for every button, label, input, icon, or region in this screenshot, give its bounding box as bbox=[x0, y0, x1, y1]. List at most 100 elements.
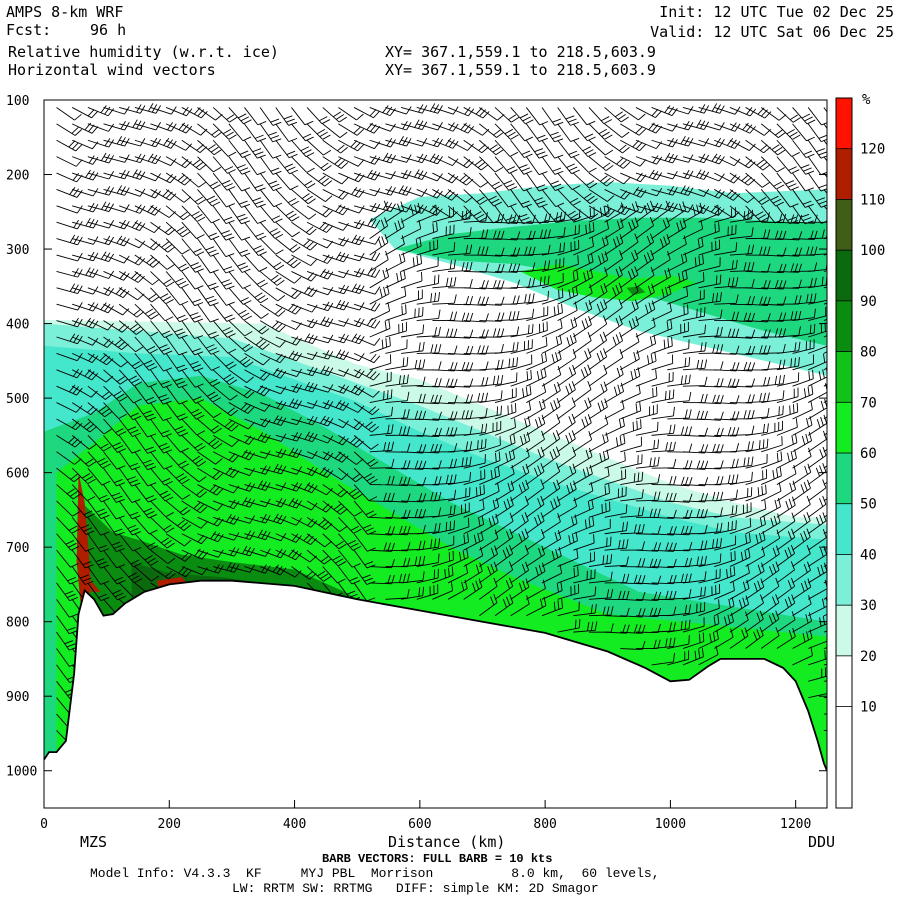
wind-barb bbox=[432, 581, 454, 600]
wind-barb bbox=[197, 549, 224, 558]
wind-barb bbox=[338, 500, 363, 517]
wind-barb bbox=[510, 277, 536, 289]
wind-barb bbox=[494, 464, 515, 485]
wind-barb bbox=[447, 456, 472, 469]
wind-barb bbox=[667, 218, 687, 240]
wind-barb bbox=[416, 222, 438, 240]
wind-barb bbox=[745, 438, 769, 453]
wind-barb bbox=[745, 212, 770, 223]
wind-barb bbox=[620, 489, 644, 502]
wind-barb bbox=[620, 316, 640, 338]
wind-barb bbox=[604, 556, 629, 567]
wind-barb bbox=[134, 320, 159, 337]
wind-barb bbox=[620, 156, 647, 167]
wind-barb bbox=[118, 566, 143, 584]
wind-barb bbox=[635, 386, 658, 404]
wind-barb bbox=[432, 207, 454, 223]
wind-barb bbox=[87, 517, 110, 536]
wind-barb bbox=[275, 254, 301, 269]
colorbar-label: 60 bbox=[860, 446, 877, 462]
wind-barb bbox=[510, 139, 533, 159]
wind-barb bbox=[667, 339, 690, 354]
wind-barb bbox=[526, 260, 551, 272]
wind-barb bbox=[792, 385, 814, 403]
wind-barb bbox=[212, 499, 240, 510]
wind-barb bbox=[635, 542, 662, 552]
wind-barb bbox=[165, 238, 190, 255]
wind-barb bbox=[416, 326, 441, 338]
y-tick-label: 800 bbox=[6, 616, 29, 631]
wind-barb bbox=[463, 361, 489, 371]
wind-barb bbox=[635, 474, 661, 486]
wind-barb bbox=[620, 591, 646, 601]
wind-barb bbox=[150, 303, 174, 322]
wind-barb bbox=[792, 230, 818, 240]
wind-barb bbox=[823, 156, 827, 162]
wind-barb bbox=[667, 542, 693, 552]
wind-barb bbox=[682, 138, 710, 147]
wind-barb bbox=[729, 107, 757, 117]
wind-barb bbox=[667, 201, 687, 223]
wind-barb bbox=[823, 205, 827, 211]
wind-barb bbox=[150, 385, 172, 405]
wind-barb bbox=[557, 480, 577, 502]
wind-barb bbox=[776, 387, 799, 404]
wind-barb bbox=[119, 153, 146, 164]
wind-barb bbox=[212, 238, 235, 258]
x-tick-label: 200 bbox=[158, 817, 181, 832]
wind-barb bbox=[604, 139, 630, 154]
wind-barb bbox=[275, 303, 302, 315]
wind-barb bbox=[103, 369, 128, 385]
wind-barb bbox=[792, 308, 816, 322]
wind-barb bbox=[792, 277, 817, 289]
wind-barb bbox=[682, 632, 705, 649]
wind-barb bbox=[134, 549, 159, 566]
wind-barb bbox=[729, 394, 755, 404]
wind-barb bbox=[510, 308, 535, 322]
wind-barb bbox=[228, 418, 255, 430]
wind-barb bbox=[463, 123, 490, 136]
wind-barb bbox=[338, 484, 363, 500]
wind-barb bbox=[776, 214, 803, 224]
wind-barb bbox=[776, 279, 802, 289]
wind-barb bbox=[682, 254, 704, 272]
wind-barb bbox=[714, 207, 736, 223]
wind-barb bbox=[682, 617, 705, 633]
field-title-wind: Horizontal wind vectors bbox=[8, 61, 216, 79]
wind-barb bbox=[291, 254, 318, 266]
wind-barb bbox=[745, 172, 770, 188]
wind-barb bbox=[792, 107, 816, 125]
wind-barb bbox=[87, 138, 115, 148]
wind-barb bbox=[541, 156, 564, 175]
wind-barb bbox=[118, 254, 146, 266]
wind-barb bbox=[134, 189, 161, 199]
wind-barb bbox=[479, 451, 501, 469]
wind-barb bbox=[698, 522, 723, 535]
wind-barb bbox=[353, 236, 381, 245]
wind-barb bbox=[103, 169, 130, 180]
wind-barb bbox=[698, 292, 722, 305]
wind-barb bbox=[557, 123, 580, 143]
wind-barb bbox=[588, 123, 613, 140]
wind-barb bbox=[557, 224, 580, 240]
wind-barb bbox=[72, 251, 99, 262]
wind-barb bbox=[322, 221, 349, 231]
wind-barb bbox=[87, 549, 110, 569]
wind-barb bbox=[667, 650, 690, 666]
wind-barb bbox=[792, 431, 812, 453]
wind-barb bbox=[541, 303, 563, 322]
wind-barb bbox=[698, 614, 720, 633]
wind-barb bbox=[604, 399, 625, 420]
wind-barb bbox=[150, 533, 175, 549]
wind-barb bbox=[259, 287, 286, 302]
wind-barb bbox=[525, 172, 548, 192]
wind-barb bbox=[557, 348, 577, 371]
wind-barb bbox=[588, 348, 608, 371]
wind-barb bbox=[510, 463, 530, 485]
wind-barb bbox=[306, 268, 334, 280]
wind-barb bbox=[604, 434, 626, 453]
wind-barb bbox=[604, 486, 627, 502]
wind-barb bbox=[714, 489, 738, 502]
wind-barb bbox=[588, 536, 612, 551]
wind-barb bbox=[432, 242, 456, 256]
